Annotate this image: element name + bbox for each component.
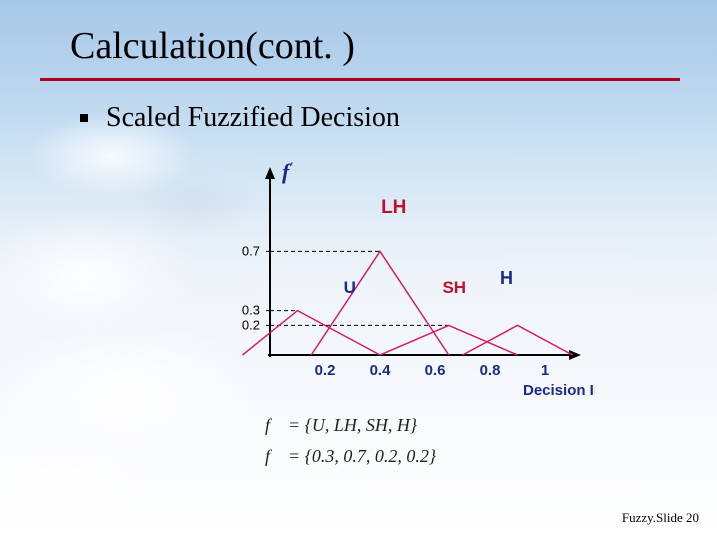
svg-text:0.6: 0.6 — [425, 362, 446, 379]
title-underline — [40, 78, 680, 81]
eq1-lhs: f — [265, 415, 270, 435]
svg-text:1: 1 — [541, 362, 549, 379]
svg-text:LH: LH — [381, 197, 406, 218]
equation-1: f = {U, LH, SH, H} — [265, 410, 436, 441]
svg-text:Decision Index: Decision Index — [523, 382, 595, 399]
svg-text:H: H — [500, 268, 513, 288]
svg-text:0.2: 0.2 — [242, 317, 260, 332]
bullet-row: Scaled Fuzzified Decision — [80, 102, 400, 134]
eq2-lhs: f — [265, 446, 270, 466]
bullet-text: Scaled Fuzzified Decision — [106, 102, 400, 134]
svg-text:f': f' — [282, 159, 293, 184]
equations-block: f = {U, LH, SH, H} f = {0.3, 0.7, 0.2, 0… — [265, 410, 436, 471]
chart-svg: 0.70.30.20.20.40.60.81ULHSHHf'Decision I… — [175, 155, 595, 410]
svg-text:0.8: 0.8 — [480, 362, 501, 379]
slide-footer: Fuzzy.Slide 20 — [622, 510, 699, 526]
slide-title: Calculation(cont. ) — [70, 24, 355, 68]
membership-chart: 0.70.30.20.20.40.60.81ULHSHHf'Decision I… — [175, 155, 595, 410]
eq1-rhs: = {U, LH, SH, H} — [288, 415, 417, 435]
svg-text:0.3: 0.3 — [242, 303, 260, 318]
svg-text:0.2: 0.2 — [315, 362, 336, 379]
svg-text:SH: SH — [442, 278, 466, 297]
svg-text:U: U — [344, 278, 356, 297]
svg-text:0.4: 0.4 — [370, 362, 392, 379]
eq2-rhs: = {0.3, 0.7, 0.2, 0.2} — [288, 446, 436, 466]
svg-text:0.7: 0.7 — [242, 243, 260, 258]
bullet-icon — [80, 114, 88, 122]
equation-2: f = {0.3, 0.7, 0.2, 0.2} — [265, 441, 436, 472]
